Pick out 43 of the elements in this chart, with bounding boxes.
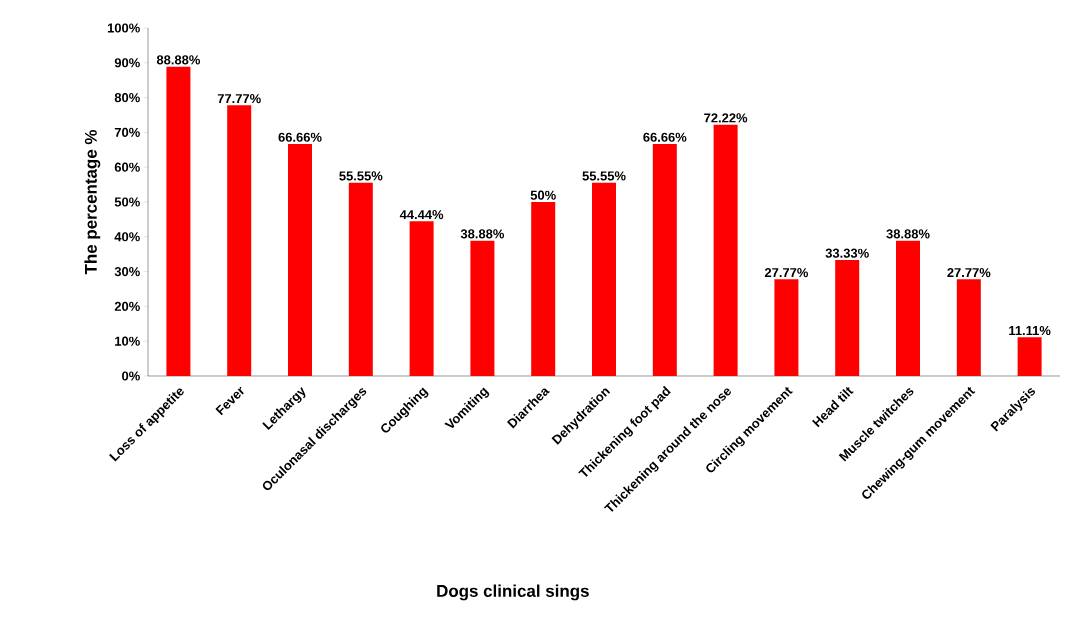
data-label: 38.88% [460,229,505,239]
bar [652,144,677,376]
y-tick-label: 20% [114,301,140,311]
y-tick-label: 60% [114,162,140,172]
y-tick-label: 70% [114,127,140,137]
data-label: 66.66% [278,132,322,142]
data-label: 11.11% [1009,326,1051,336]
data-label: 88.88% [156,55,201,65]
bar [835,260,860,376]
x-axis-title: Dogs clinical sings [437,584,589,601]
bar [409,221,434,376]
y-tick-label: 80% [114,93,140,103]
bar [713,124,738,376]
bar [227,105,252,376]
data-label: 27.77% [764,268,809,278]
y-tick-label: 40% [114,232,140,242]
bar [531,201,556,376]
bar [774,279,799,376]
bar [1017,337,1042,376]
data-label: 44.44% [399,210,444,220]
y-tick-label: 0% [122,371,140,381]
bar [896,240,921,376]
y-tick-label: 100% [107,23,140,33]
data-label: 50% [530,190,556,200]
data-label: 38.88% [886,229,930,239]
data-label: 55.55% [339,171,383,181]
data-label: 33.33% [825,248,869,258]
y-tick-label: 30% [114,266,140,277]
bar [956,279,981,376]
bar [348,182,373,376]
bar [470,240,495,376]
data-label: 27.77% [947,268,991,278]
y-axis-title: The percentage % [84,129,101,275]
bar [166,66,191,376]
y-tick-label: 90% [114,58,140,68]
data-label: 77.77% [217,94,261,104]
y-tick-label: 10% [115,336,140,346]
data-label: 66.66% [643,132,687,142]
data-label: 72.22% [704,113,748,123]
bar [592,182,617,376]
data-label: 55.55% [582,171,626,181]
y-tick-label: 50% [114,197,140,207]
bar [288,144,313,376]
